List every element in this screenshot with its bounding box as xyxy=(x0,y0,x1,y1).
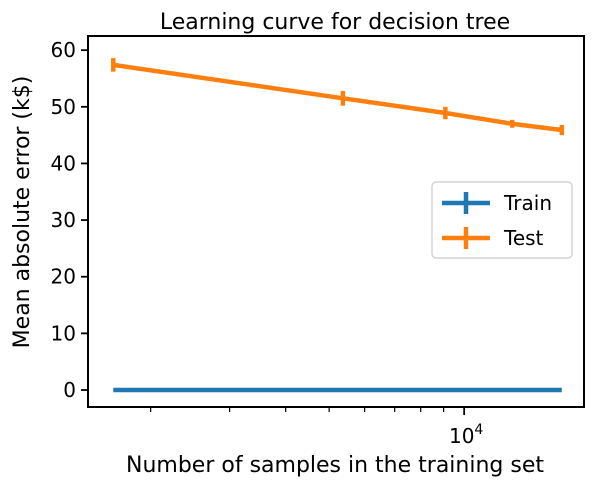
y-tick-label: 10 xyxy=(51,321,76,345)
y-tick-label: 50 xyxy=(51,95,76,119)
series-line-test xyxy=(112,62,563,133)
y-tick-label: 40 xyxy=(51,151,76,175)
y-tick-label: 0 xyxy=(63,378,76,402)
y-axis-label: Mean absolute error (k$) xyxy=(10,76,35,349)
legend-label-test: Test xyxy=(503,226,544,250)
chart-title: Learning curve for decision tree xyxy=(160,10,510,35)
legend: Train Test xyxy=(431,181,573,259)
y-tick-label: 20 xyxy=(51,265,76,289)
y-tick-label: 30 xyxy=(51,208,76,232)
x-axis-label: Number of samples in the training set xyxy=(126,453,544,478)
axes: 0 10 20 30 40 50 60 104 xyxy=(51,35,585,448)
axes-frame xyxy=(87,35,585,408)
y-tick-label: 60 xyxy=(51,38,76,62)
legend-label-train: Train xyxy=(503,191,552,215)
plot-area xyxy=(111,58,565,393)
x-tick-label: 104 xyxy=(449,422,483,448)
